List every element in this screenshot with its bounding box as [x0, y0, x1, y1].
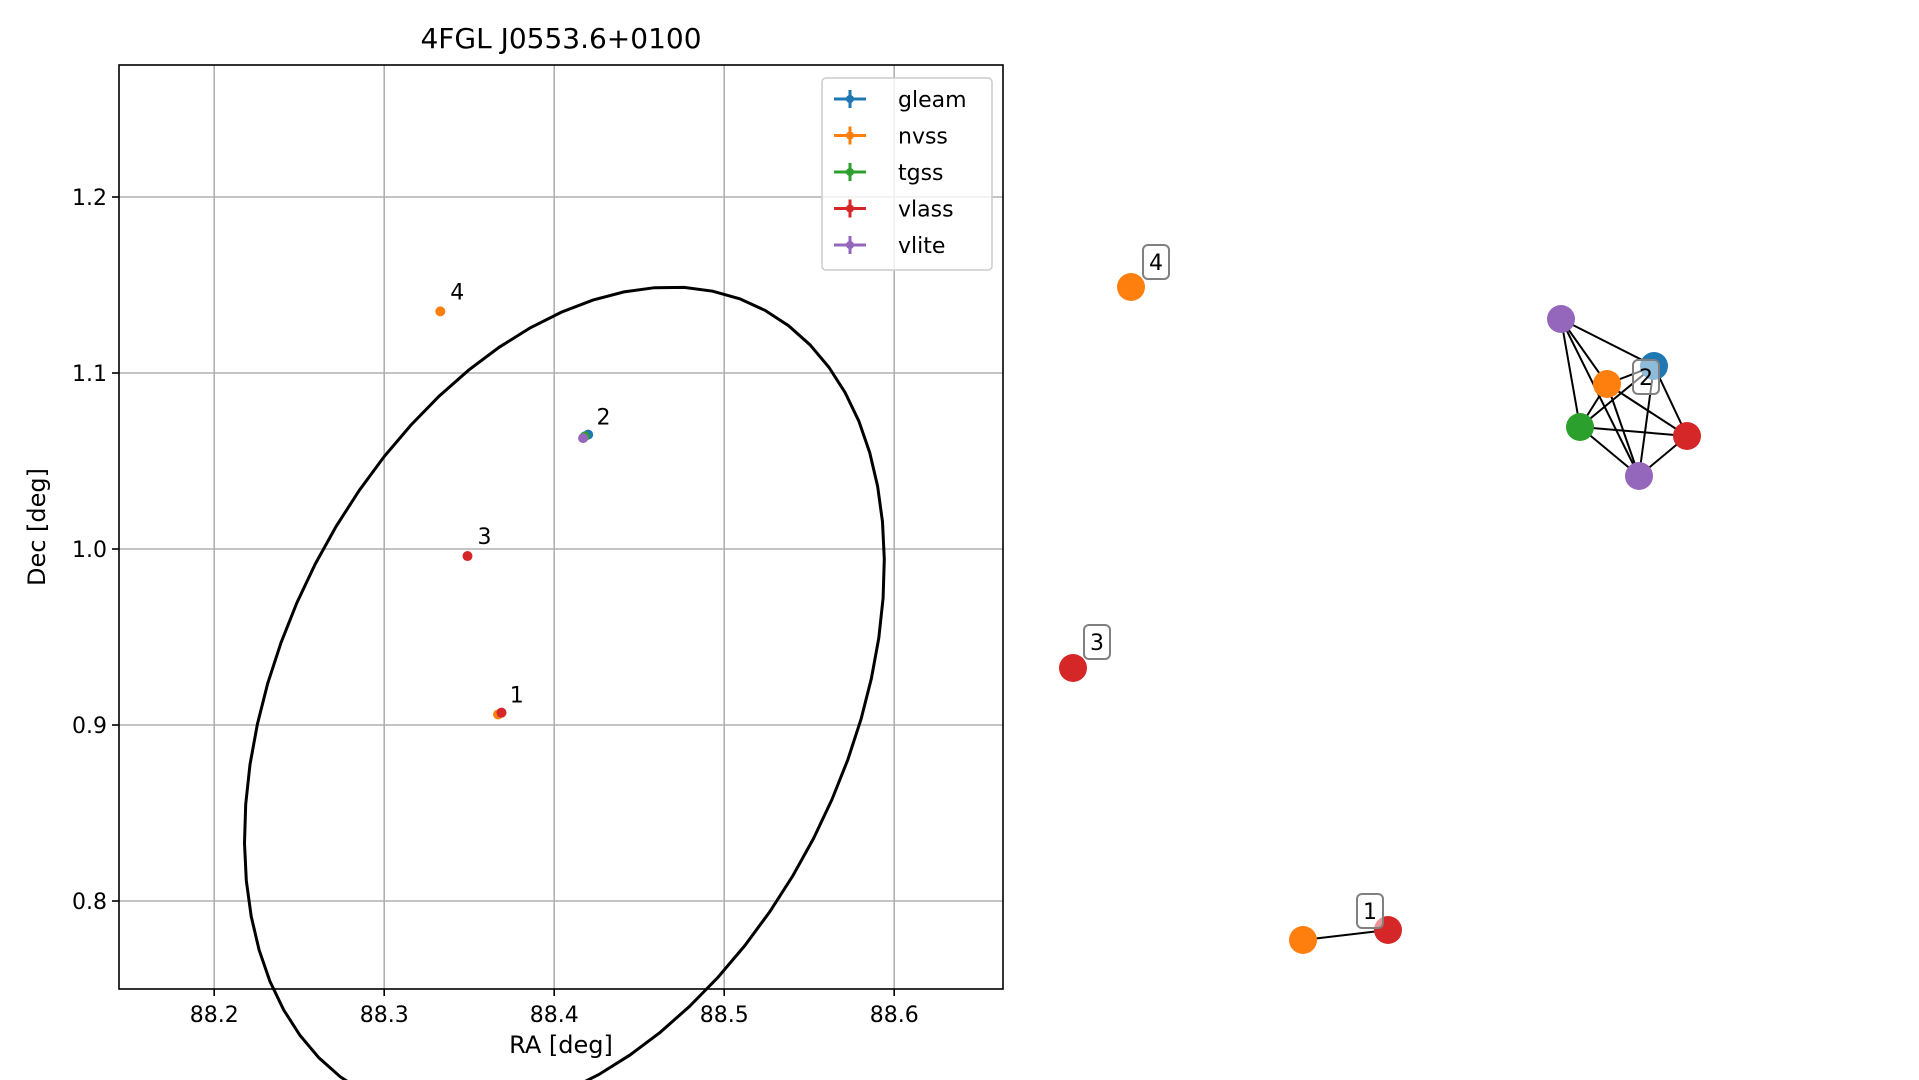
graph-node-nvss [1117, 273, 1145, 301]
graph-edge [1560, 318, 1581, 428]
plot-frame [118, 64, 1004, 990]
legend-marker-dot-nvss [846, 131, 854, 140]
y-tick-label: 1.2 [72, 186, 107, 211]
legend-marker-dot-vlass [846, 204, 854, 213]
graph-node-tgss [1566, 413, 1594, 441]
graph-node-vlite [1625, 462, 1653, 490]
x-tick-label: 88.6 [870, 1003, 919, 1028]
legend: gleam nvss tgss vlass vlite [821, 77, 993, 271]
graph-node-vlass [1059, 654, 1087, 682]
graph-node-nvss [1593, 370, 1621, 398]
graph-label-3: 3 [1090, 631, 1104, 656]
graph-label-2: 2 [1639, 366, 1653, 391]
legend-label-tgss: tgss [898, 161, 944, 186]
y-tick-label: 0.8 [72, 890, 107, 915]
group-label-3: 3 [478, 525, 492, 550]
legend-marker-dot-vlite [846, 241, 854, 249]
graph-label-4: 4 [1149, 251, 1163, 276]
vlass-point [462, 551, 473, 562]
x-tick-label: 88.5 [700, 1003, 749, 1028]
graph-node-vlass [1673, 422, 1701, 450]
x-axis-label: RA [deg] [509, 1031, 613, 1059]
graph-label-box [1356, 893, 1384, 929]
graph-labels: 1 2 3 4 [1083, 244, 1660, 929]
graph-edge [1560, 318, 1655, 367]
vlass-point [496, 707, 507, 718]
legend-item-gleam: gleam [834, 88, 967, 113]
graph-nodes [1059, 273, 1701, 954]
legend-item-nvss: nvss [834, 125, 948, 150]
y-tick-label: 0.9 [72, 714, 107, 739]
vlite-point [578, 433, 589, 444]
chart-title: 4FGL J0553.6+0100 [420, 22, 701, 55]
graph-node-vlite [1547, 305, 1575, 333]
error-ellipse [242, 285, 886, 1080]
graph-label-1: 1 [1363, 900, 1377, 925]
y-tick-label: 1.1 [72, 362, 107, 387]
y-ticks: 0.8 0.9 1.0 1.1 1.2 [72, 186, 119, 915]
legend-box [821, 77, 993, 271]
graph-label-box [1142, 244, 1170, 280]
legend-label-nvss: nvss [898, 125, 948, 150]
group-label-4: 4 [450, 280, 464, 305]
y-tick-label: 1.0 [72, 538, 107, 563]
graph-edge [1606, 383, 1688, 437]
point-labels: 1 2 3 4 [450, 280, 610, 708]
x-tick-label: 88.2 [190, 1003, 239, 1028]
x-ticks: 88.2 88.3 88.4 88.5 88.6 [190, 989, 919, 1028]
data-points [435, 306, 594, 720]
graph-label-box [1083, 624, 1111, 660]
legend-label-vlass: vlass [898, 198, 954, 223]
network-graph: 1 2 3 4 [1059, 244, 1701, 954]
x-tick-label: 88.4 [530, 1003, 579, 1028]
legend-label-gleam: gleam [898, 88, 967, 113]
graph-label-box [1632, 359, 1660, 395]
graph-edges [1302, 318, 1688, 941]
legend-marker-dot-gleam [846, 95, 854, 103]
group-label-1: 1 [510, 683, 524, 708]
nvss-point [435, 306, 446, 317]
group-label-2: 2 [597, 405, 611, 430]
graph-node-nvss [1289, 926, 1317, 954]
y-axis-label: Dec [deg] [23, 468, 51, 586]
legend-item-vlass: vlass [834, 198, 954, 223]
x-tick-label: 88.3 [360, 1003, 409, 1028]
graph-edge [1579, 426, 1688, 437]
graph-edge [1302, 929, 1389, 941]
legend-item-vlite: vlite [834, 234, 945, 259]
legend-item-tgss: tgss [834, 161, 944, 186]
legend-label-vlite: vlite [898, 234, 945, 259]
graph-edge [1560, 318, 1640, 477]
legend-marker-dot-tgss [846, 168, 854, 176]
